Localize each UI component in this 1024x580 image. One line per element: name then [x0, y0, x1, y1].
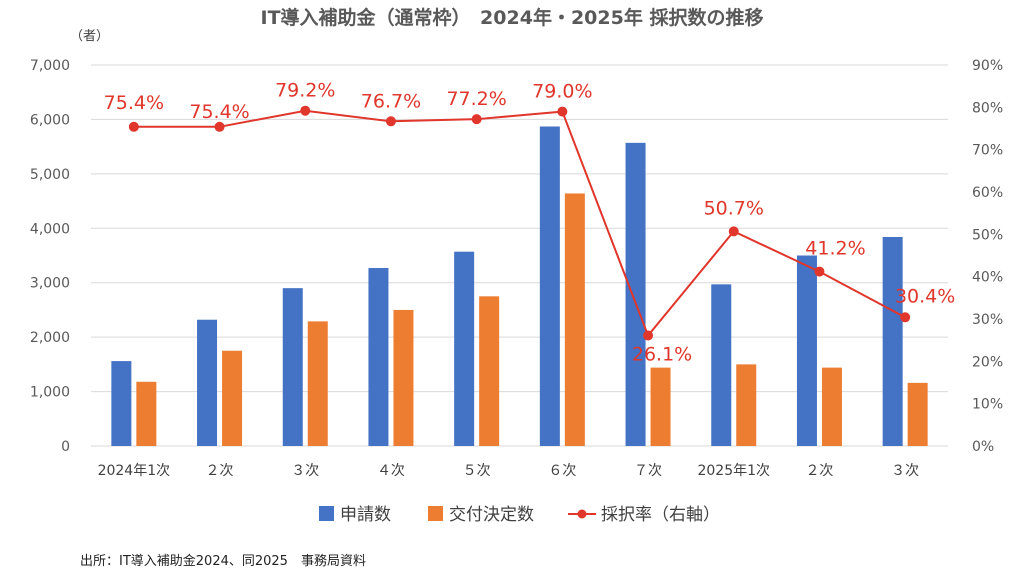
y-tick-label: 2,000: [30, 330, 70, 346]
bar-grants: [736, 364, 757, 446]
y2-axis-ticks: 0% 10% 20% 30% 40% 50% 60% 70% 80% 90%: [972, 58, 1003, 455]
rate-marker: [557, 106, 568, 117]
category-label: ７次: [634, 463, 662, 479]
bar-applications: [368, 268, 389, 446]
legend-marker-rate: [577, 509, 587, 519]
y2-tick-label: 70%: [972, 143, 1003, 159]
legend-label-rate: 採択率（右軸）: [601, 505, 720, 525]
bar-applications: [711, 284, 732, 446]
rate-marker: [385, 116, 396, 127]
rate-marker: [471, 114, 482, 125]
y-axis-ticks: 0 1,000 2,000 3,000 4,000 5,000 6,000 7,000: [30, 58, 70, 455]
rate-marker: [814, 266, 825, 277]
y-axis-unit: （者）: [70, 29, 109, 44]
category-label: ６次: [548, 463, 576, 479]
category-label: ３次: [891, 463, 919, 479]
y2-tick-label: 10%: [972, 397, 1003, 413]
rate-marker: [728, 226, 739, 237]
rate-data-label: 26.1%: [632, 344, 692, 366]
rate-data-label: 79.2%: [275, 80, 335, 102]
y-tick-label: 3,000: [30, 276, 70, 292]
rate-data-label: 30.4%: [895, 285, 955, 307]
rate-marker: [300, 105, 311, 116]
bars: [111, 126, 928, 447]
rate-data-label: 77.2%: [446, 88, 506, 110]
bar-applications: [882, 236, 903, 446]
source-note: 出所：IT導入補助金2024、同2025 事務局資料: [80, 553, 366, 569]
category-label: 2024年1次: [98, 463, 171, 479]
y2-tick-label: 20%: [972, 354, 1003, 370]
y-tick-label: 0: [61, 439, 70, 455]
bar-grants: [307, 321, 328, 446]
bar-applications: [111, 361, 132, 446]
y-tick-label: 4,000: [30, 221, 70, 237]
bar-applications: [625, 142, 646, 446]
bar-grants: [821, 367, 842, 446]
y2-tick-label: 40%: [972, 270, 1003, 286]
category-label: ２次: [805, 463, 833, 479]
category-label: ５次: [463, 463, 491, 479]
category-label: ３次: [291, 463, 319, 479]
bar-applications: [796, 255, 817, 446]
rate-line-path: [133, 109, 906, 338]
y2-tick-label: 80%: [972, 100, 1003, 116]
bar-grants: [650, 367, 671, 446]
chart-title: IT導入補助金（通常枠） 2024年・2025年 採択数の推移: [261, 6, 764, 29]
y2-tick-label: 90%: [972, 58, 1003, 74]
y2-tick-label: 50%: [972, 227, 1003, 243]
bar-applications: [197, 319, 218, 446]
bar-applications: [539, 126, 560, 447]
y-tick-label: 6,000: [30, 112, 70, 128]
bar-grants: [136, 381, 157, 446]
legend-label-grants: 交付決定数: [449, 505, 534, 525]
bar-applications: [282, 288, 303, 446]
category-label: ４次: [377, 463, 405, 479]
y2-tick-label: 30%: [972, 312, 1003, 328]
rate-data-label: 79.0%: [532, 81, 592, 103]
bar-grants: [393, 309, 414, 446]
category-label: ２次: [206, 463, 234, 479]
y2-tick-label: 60%: [972, 185, 1003, 201]
rate-marker: [214, 121, 225, 132]
bar-grants: [564, 193, 585, 446]
y-tick-label: 5,000: [30, 167, 70, 183]
bar-grants: [907, 382, 928, 446]
rate-data-label: 75.4%: [189, 101, 249, 123]
y2-tick-label: 0%: [972, 439, 994, 455]
legend: 申請数 交付決定数 採択率（右軸）: [319, 505, 720, 525]
bar-grants: [479, 296, 500, 446]
legend-swatch-grants: [428, 506, 443, 521]
rate-marker: [900, 312, 911, 323]
category-label: 2025年1次: [697, 463, 770, 479]
legend-label-applications: 申請数: [340, 505, 391, 525]
category-labels: 2024年1次 ２次 ３次 ４次 ５次 ６次 ７次 2025年1次 ２次 ３次: [98, 463, 920, 479]
bar-grants: [222, 350, 243, 446]
rate-data-label: 41.2%: [805, 238, 865, 260]
y-tick-label: 7,000: [30, 58, 70, 74]
y-tick-label: 1,000: [30, 385, 70, 401]
rate-marker: [128, 121, 139, 132]
rate-data-label: 50.7%: [704, 197, 764, 219]
legend-swatch-applications: [319, 506, 334, 521]
rate-line: 75.4% 75.4% 79.2% 76.7% 77.2% 79.0% 26.1% 50.7%…: [104, 80, 956, 366]
bar-applications: [454, 251, 475, 446]
rate-data-label: 76.7%: [361, 90, 421, 112]
rate-marker: [643, 330, 654, 341]
rate-data-label: 75.4%: [104, 92, 164, 114]
